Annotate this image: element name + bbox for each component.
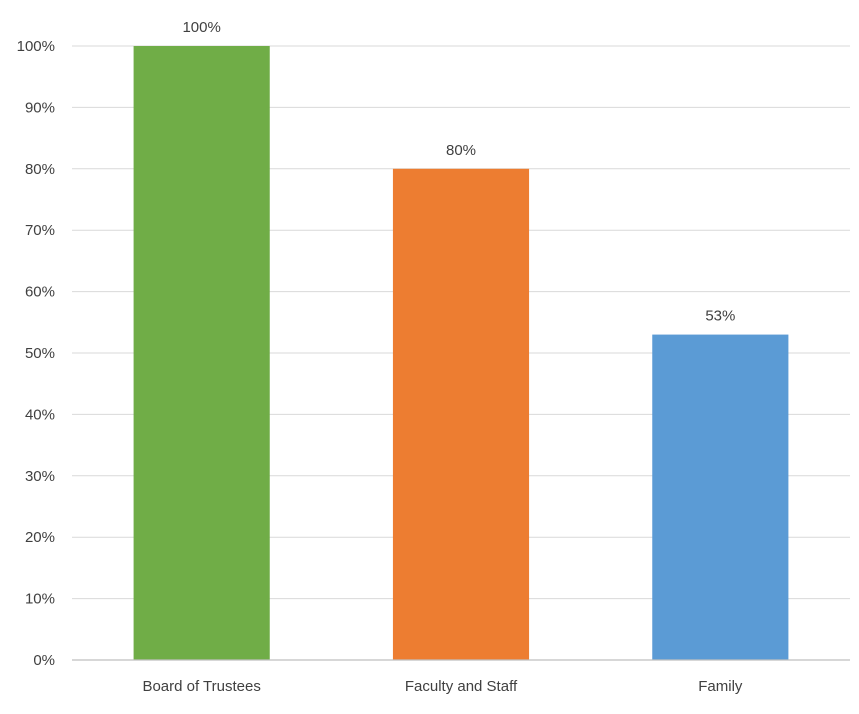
data-labels: 100% 80% 53% xyxy=(182,19,735,325)
category-label: Family xyxy=(698,678,743,695)
y-tick-label: 90% xyxy=(25,99,55,116)
y-tick-label: 70% xyxy=(25,222,55,239)
y-tick-label: 20% xyxy=(25,529,55,546)
y-tick-label: 30% xyxy=(25,468,55,485)
y-tick-label: 10% xyxy=(25,591,55,608)
y-tick-label: 50% xyxy=(25,345,55,362)
data-label: 80% xyxy=(446,142,476,159)
bars xyxy=(133,46,789,661)
category-label: Faculty and Staff xyxy=(405,678,518,695)
y-tick-label: 40% xyxy=(25,406,55,423)
data-label: 53% xyxy=(705,308,735,325)
data-label: 100% xyxy=(182,19,220,36)
y-axis-tick-labels: 0% 10% 20% 30% 40% 50% 60% 70% 80% 90% 100% xyxy=(17,38,55,669)
bar-board-of-trustees xyxy=(133,46,270,660)
bar-family xyxy=(652,334,789,660)
bar-faculty-and-staff xyxy=(392,168,530,661)
y-tick-label: 80% xyxy=(25,161,55,178)
y-tick-label: 100% xyxy=(17,38,55,55)
category-label: Board of Trustees xyxy=(142,678,260,695)
y-tick-label: 0% xyxy=(33,652,55,669)
y-tick-label: 60% xyxy=(25,284,55,301)
x-axis-category-labels: Board of Trustees Faculty and Staff Family xyxy=(142,678,742,695)
